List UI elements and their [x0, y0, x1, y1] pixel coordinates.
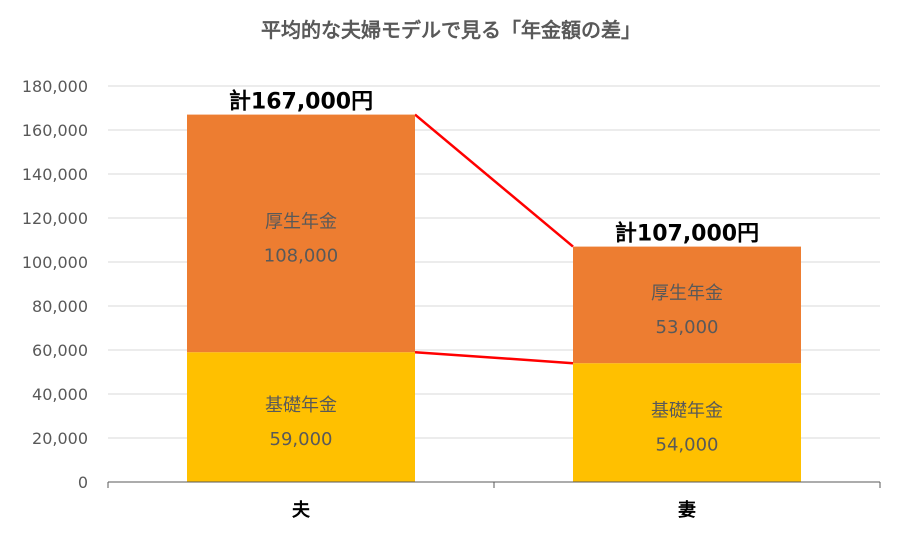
chart-title: 平均的な夫婦モデルで見る「年金額の差」 [261, 18, 641, 42]
x-category-label: 妻 [678, 500, 696, 521]
y-tick-label: 140,000 [22, 165, 88, 184]
segment-value-label: 108,000 [264, 245, 338, 266]
y-tick-label: 0 [78, 473, 88, 492]
bar-segment [187, 352, 415, 482]
connector-line [414, 350, 574, 365]
segment-series-label: 基礎年金 [651, 401, 723, 422]
y-tick-label: 120,000 [22, 209, 88, 228]
y-tick-label: 40,000 [32, 385, 88, 404]
bar-segment [573, 246, 801, 364]
bars [187, 114, 801, 482]
x-category-label: 夫 [292, 499, 311, 521]
connector-lines [414, 113, 574, 365]
segment-series-label: 厚生年金 [265, 211, 337, 232]
bar-segment [573, 363, 801, 482]
segment-labels: 基礎年金 59,000 厚生年金 108,000 基礎年金 54,000 厚生年金 53,00… [264, 211, 723, 455]
segment-value-label: 59,000 [270, 429, 333, 450]
segment-value-label: 53,000 [656, 317, 719, 338]
total-label: 計167,000円 [229, 89, 373, 115]
y-tick-label: 180,000 [22, 77, 88, 96]
connector-line [414, 113, 574, 248]
y-tick-label: 160,000 [22, 121, 88, 140]
y-tick-label: 20,000 [32, 429, 88, 448]
x-axis: 夫妻 [107, 481, 881, 521]
y-tick-label: 60,000 [32, 341, 88, 360]
segment-series-label: 厚生年金 [651, 283, 723, 304]
y-tick-label: 100,000 [22, 253, 88, 272]
bar-segment [187, 114, 415, 353]
total-label: 計107,000円 [615, 221, 759, 247]
segment-series-label: 基礎年金 [265, 395, 337, 416]
y-tick-label: 80,000 [32, 297, 88, 316]
segment-value-label: 54,000 [656, 435, 719, 456]
y-axis-tick-labels: 0 20,000 40,000 60,000 80,000 100,000 120,000 1… [22, 77, 88, 492]
